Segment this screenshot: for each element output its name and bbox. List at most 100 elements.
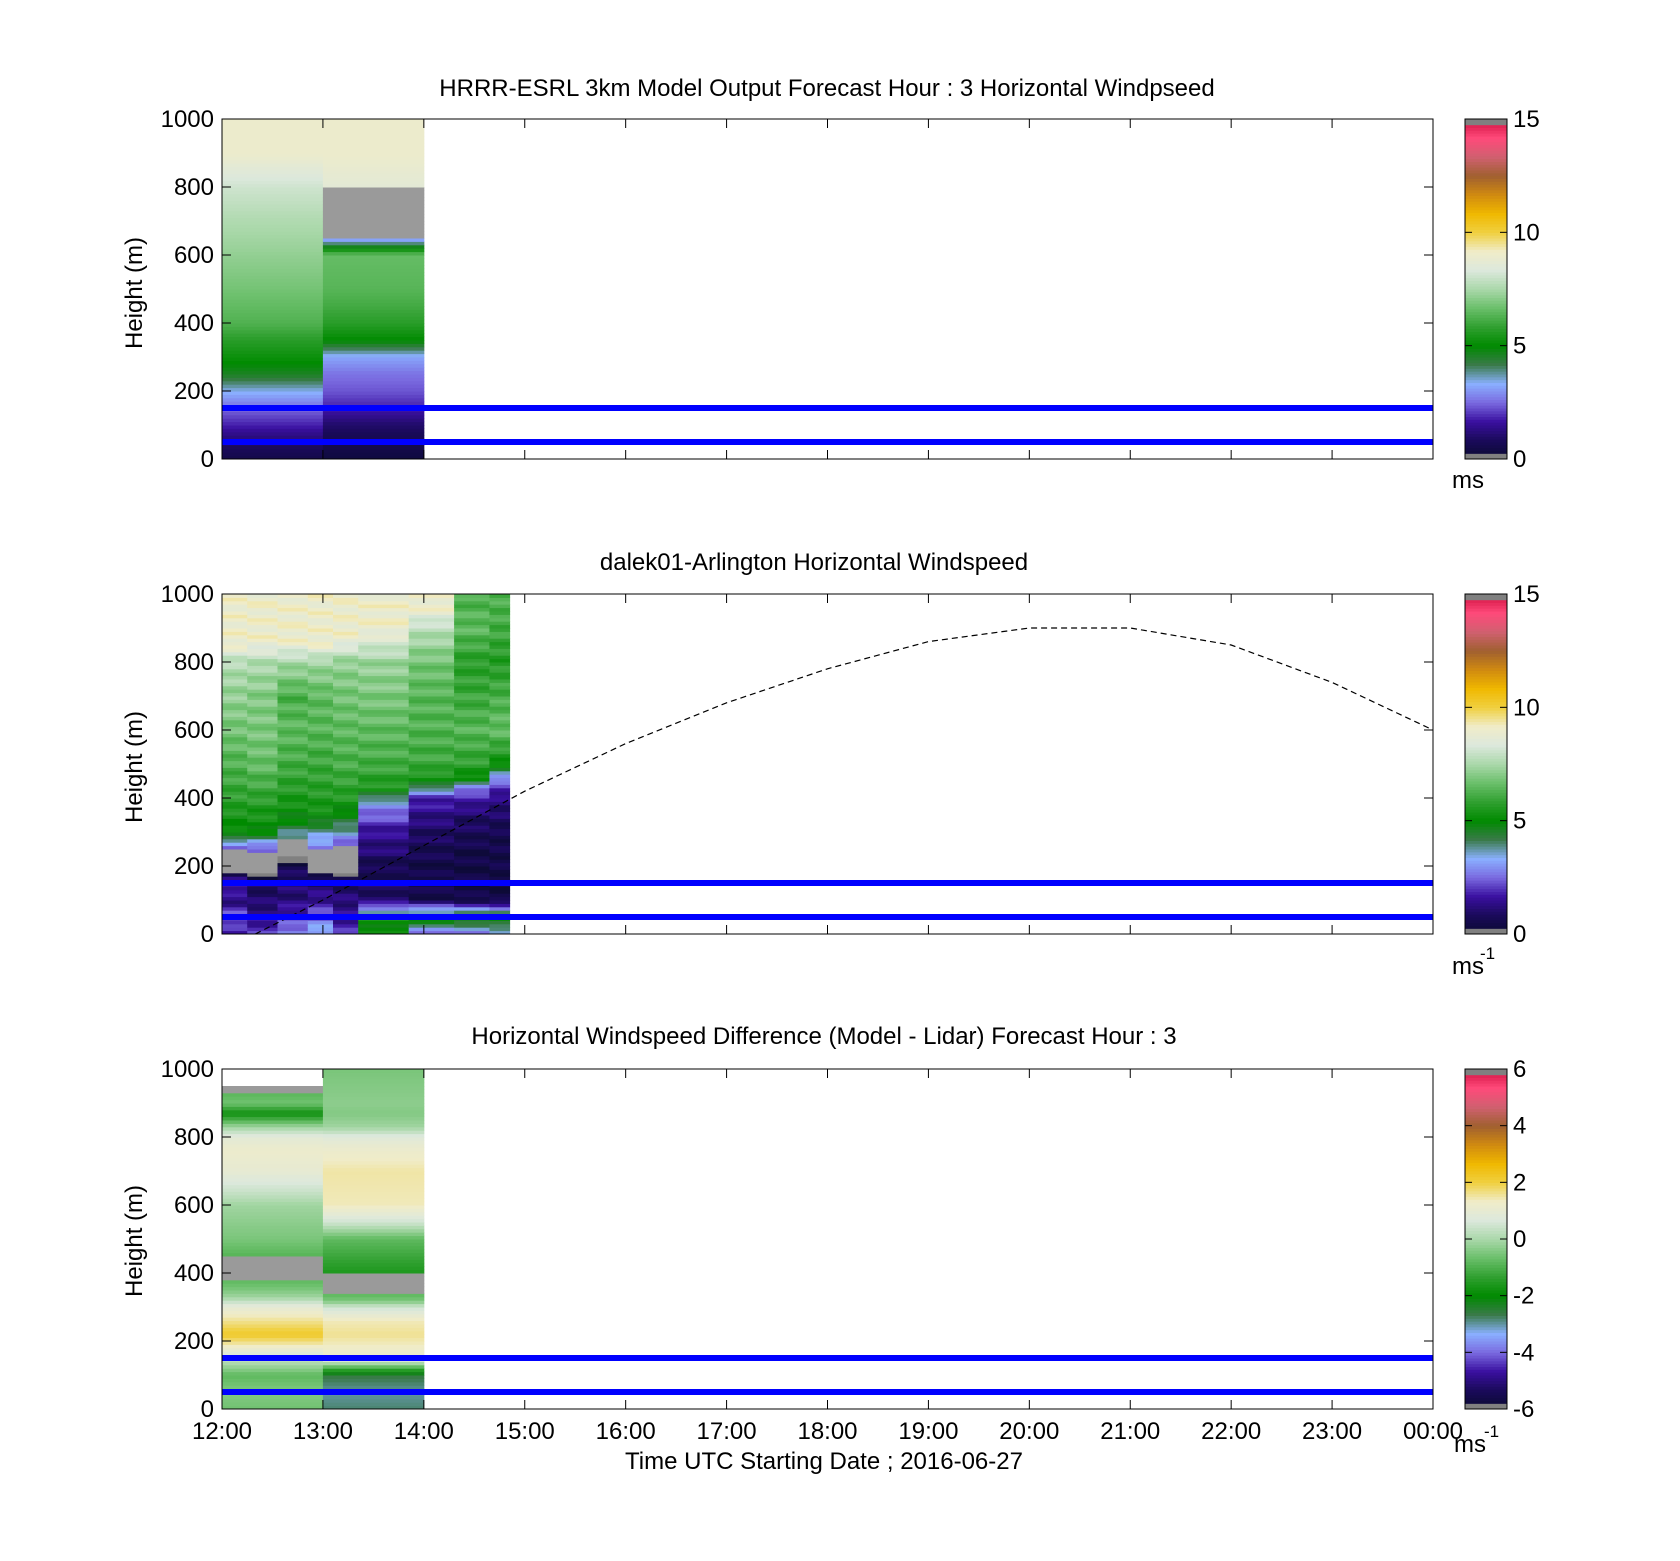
heatmap-cell <box>222 835 248 840</box>
heatmap-cell <box>222 360 324 365</box>
heatmap-cell <box>322 1364 425 1369</box>
colorbar-segment <box>1465 238 1507 242</box>
heatmap-cell <box>222 122 324 127</box>
heatmap-cell <box>322 391 425 395</box>
colorbar-segment <box>1465 1295 1507 1299</box>
heatmap-cell <box>307 638 334 643</box>
heatmap-cell <box>333 798 359 802</box>
x-tick-label: 13:00 <box>293 1418 353 1445</box>
heatmap-cell <box>307 886 334 891</box>
heatmap-cell <box>322 1307 425 1311</box>
heatmap-cell <box>307 930 334 935</box>
colorbar-segment <box>1465 701 1507 705</box>
heatmap-cell <box>322 1130 425 1135</box>
heatmap-cell <box>333 672 359 677</box>
colorbar-segment <box>1465 778 1507 782</box>
heatmap-cell <box>222 180 324 185</box>
heatmap-cell <box>222 258 324 263</box>
heatmap-cell <box>408 906 455 911</box>
heatmap-cell <box>307 859 334 864</box>
heatmap-cell <box>247 736 279 741</box>
heatmap-cell <box>247 808 279 813</box>
heatmap-cell <box>489 600 511 605</box>
heatmap-cell <box>222 1259 324 1264</box>
heatmap-cell <box>307 706 334 711</box>
heatmap-cell <box>489 886 511 891</box>
colorbar-segment <box>1465 198 1507 202</box>
heatmap-cell <box>454 750 490 755</box>
heatmap-cell <box>307 648 334 653</box>
heatmap-cell <box>277 804 309 809</box>
colorbar-segment <box>1465 812 1507 816</box>
colorbar-segment <box>1465 161 1507 165</box>
heatmap-cell <box>408 645 455 649</box>
heatmap-cell <box>358 743 410 748</box>
heatmap-cell <box>489 825 511 830</box>
heatmap-cell <box>222 384 324 389</box>
colorbar-segment <box>1465 1188 1507 1192</box>
colorbar-segment <box>1465 252 1507 256</box>
colorbar-segment <box>1465 1375 1507 1379</box>
heatmap-cell <box>307 743 334 748</box>
heatmap-cell <box>277 896 309 901</box>
heatmap-cell <box>222 675 248 680</box>
heatmap-cell <box>322 1089 425 1094</box>
colorbar-segment <box>1465 730 1507 734</box>
colorbar-segment <box>1465 277 1507 281</box>
heatmap-cell <box>222 764 248 768</box>
heatmap-cell <box>277 893 309 898</box>
colorbar-segment <box>1465 919 1507 924</box>
heatmap-cell <box>454 876 490 881</box>
heatmap-cell <box>454 672 490 677</box>
heatmap-cell <box>489 702 511 707</box>
colorbar-segment <box>1465 1227 1507 1231</box>
heatmap-cell <box>358 818 410 823</box>
heatmap-cell <box>408 611 455 615</box>
heatmap-cell <box>222 845 248 850</box>
heatmap-cell <box>322 360 425 365</box>
heatmap-cell <box>489 709 511 714</box>
heatmap-cell <box>277 760 309 765</box>
heatmap-cell <box>454 736 490 741</box>
y-tick-label: 400 <box>174 1260 214 1287</box>
colorbar-segment <box>1465 212 1507 216</box>
heatmap-cell <box>454 835 490 840</box>
colorbar-segment <box>1465 1247 1507 1251</box>
colorbar-segment <box>1465 823 1507 827</box>
heatmap-cell <box>307 699 334 704</box>
colorbar-segment <box>1465 1366 1507 1370</box>
heatmap-cell <box>408 784 455 789</box>
heatmap-cell <box>277 638 309 643</box>
heatmap-cell <box>333 794 359 799</box>
heatmap-cell <box>333 716 359 721</box>
heatmap-cell <box>222 377 324 382</box>
heatmap-cell <box>247 733 279 738</box>
heatmap-cell <box>333 713 359 717</box>
heatmap-cell <box>277 886 309 891</box>
heatmap-cell <box>408 832 455 836</box>
heatmap-cell <box>408 702 455 707</box>
colorbar-segment <box>1465 1083 1507 1087</box>
heatmap-cell <box>307 631 334 636</box>
heatmap-cell <box>408 607 455 612</box>
heatmap-cell <box>222 665 248 670</box>
heatmap-cell <box>222 414 324 419</box>
heatmap-cell <box>222 811 248 816</box>
heatmap-cell <box>222 244 324 249</box>
colorbar-segment <box>1465 150 1507 154</box>
colorbar-segment <box>1465 676 1507 680</box>
heatmap-cell <box>247 781 279 785</box>
heatmap-cell <box>247 651 279 656</box>
heatmap-cell <box>322 278 425 283</box>
heatmap-cell <box>277 770 309 775</box>
heatmap-cell <box>454 713 490 717</box>
colorbar-segment <box>1465 133 1507 137</box>
heatmap-cell <box>333 685 359 690</box>
heatmap-cell <box>322 272 425 276</box>
heatmap-cell <box>454 825 490 830</box>
heatmap-cell <box>247 679 279 683</box>
heatmap-cell <box>307 740 334 745</box>
heatmap-cell <box>222 866 248 870</box>
heatmap-cell <box>277 835 309 840</box>
heatmap-cell <box>454 685 490 690</box>
